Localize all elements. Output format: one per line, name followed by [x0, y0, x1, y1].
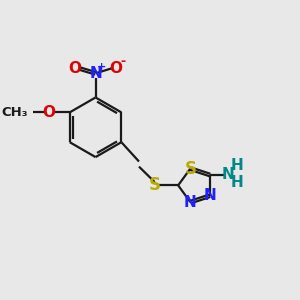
Text: N: N: [221, 167, 234, 182]
Text: S: S: [148, 176, 160, 194]
Text: N: N: [184, 195, 197, 210]
Text: S: S: [184, 160, 196, 178]
Text: O: O: [42, 105, 55, 120]
Text: N: N: [89, 66, 102, 81]
Text: N: N: [204, 188, 216, 203]
Text: -: -: [121, 56, 126, 68]
Text: +: +: [97, 62, 106, 72]
Text: CH₃: CH₃: [2, 106, 28, 119]
Text: O: O: [109, 61, 122, 76]
Text: H: H: [230, 158, 243, 173]
Text: H: H: [230, 175, 243, 190]
Text: O: O: [69, 61, 82, 76]
